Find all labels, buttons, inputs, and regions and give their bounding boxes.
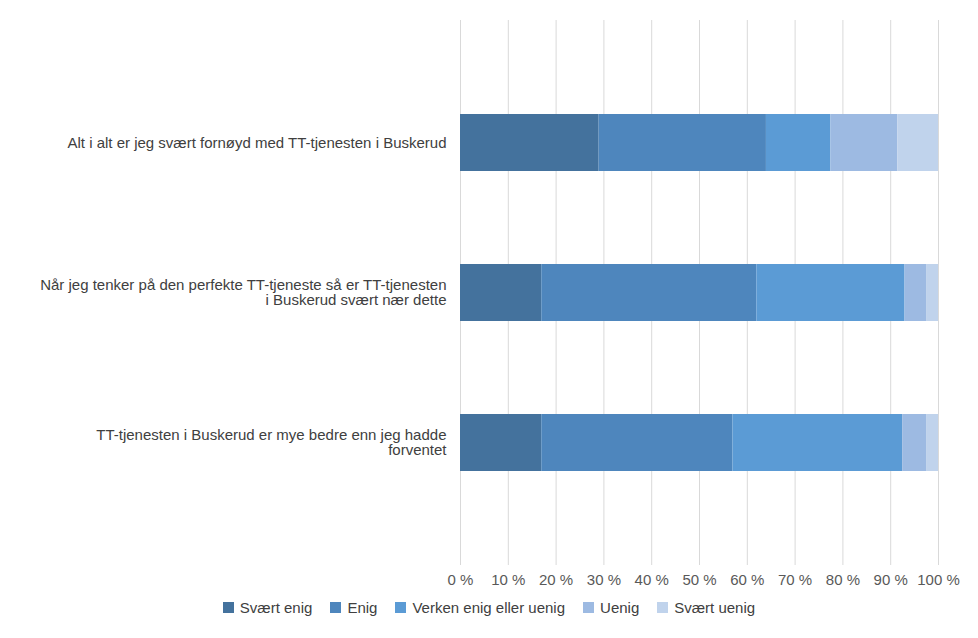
svg-text:Når jeg tenker på den perfekte: Når jeg tenker på den perfekte TT-tjenes… (40, 276, 446, 308)
svg-text:30 %: 30 % (587, 571, 621, 588)
svg-text:0 %: 0 % (448, 571, 474, 588)
html-text:Uenig: Uenig (600, 599, 640, 616)
svg-text:70 %: 70 % (778, 571, 812, 588)
svg-text:50 %: 50 % (682, 571, 716, 588)
html-text:Verken enig eller uenig: Verken enig eller uenig (412, 599, 565, 616)
svg-text:100 %: 100 % (917, 571, 960, 588)
svg-text:80 %: 80 % (826, 571, 860, 588)
svg-text:20 %: 20 % (539, 571, 573, 588)
html-text:Svært enig: Svært enig (239, 599, 313, 616)
svg-text:Alt i alt er jeg svært fornøyd: Alt i alt er jeg svært fornøyd med TT-tj… (67, 134, 446, 151)
html-text:Svært uenig: Svært uenig (674, 599, 756, 616)
html-text:Enig: Enig (347, 599, 378, 616)
svg-text:60 %: 60 % (730, 571, 764, 588)
svg-text:40 %: 40 % (635, 571, 669, 588)
svg-text:90 %: 90 % (874, 571, 908, 588)
svg-text:TT-tjenesten i Buskerud er mye: TT-tjenesten i Buskerud er mye bedre enn… (96, 426, 447, 458)
svg-text:10 %: 10 % (491, 571, 525, 588)
